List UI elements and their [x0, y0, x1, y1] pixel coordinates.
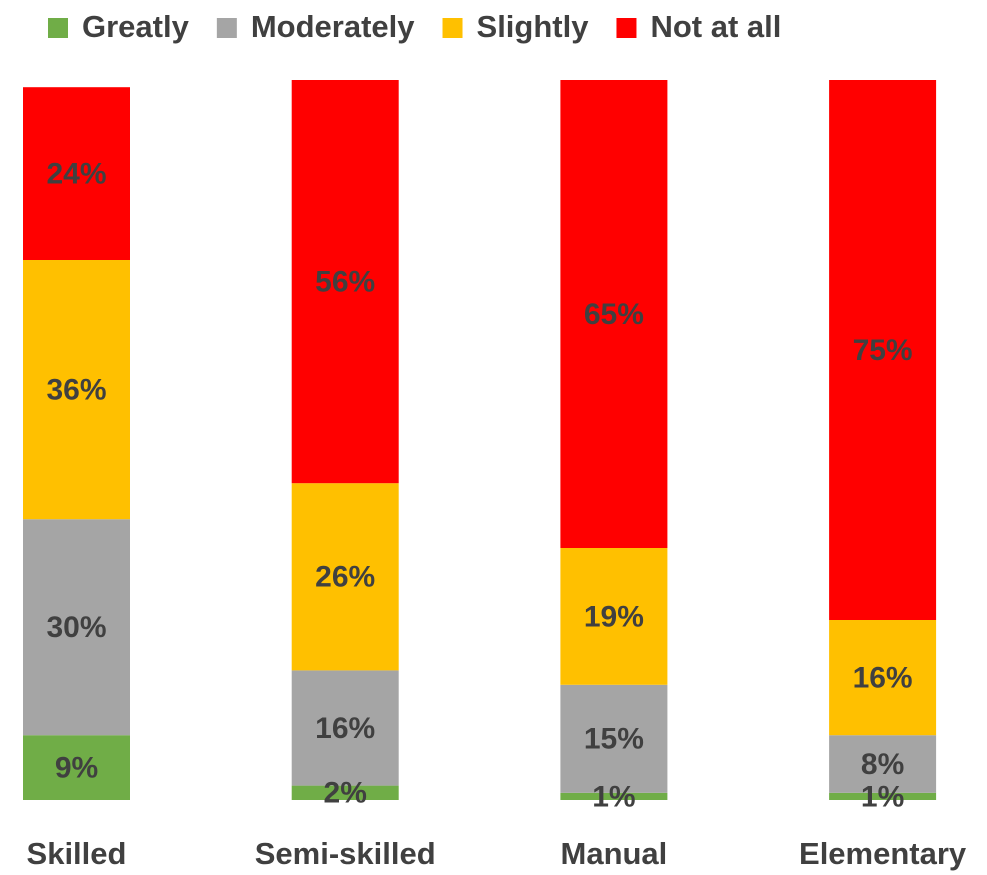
value-label: 1% — [861, 780, 904, 813]
bar-segment — [291, 483, 399, 671]
value-label: 1% — [592, 780, 635, 813]
value-label: 16% — [853, 662, 913, 695]
x-tick-label: Semi-skilled — [255, 836, 436, 871]
bar-segment — [23, 87, 130, 260]
bar-segment — [829, 792, 937, 800]
bar-segment — [23, 260, 130, 520]
value-label: 19% — [584, 600, 644, 633]
bar-segment — [829, 735, 937, 793]
bar-segment — [291, 80, 399, 484]
value-label: 24% — [46, 158, 106, 191]
bar-segment — [560, 684, 668, 793]
bar-segment — [829, 620, 937, 736]
legend-label: Moderately — [251, 9, 415, 44]
value-label: 9% — [55, 752, 98, 785]
value-label: 56% — [315, 266, 375, 299]
value-label: 30% — [46, 611, 106, 644]
value-label: 15% — [584, 723, 644, 756]
x-tick-label: Elementary — [799, 836, 967, 871]
legend-label: Slightly — [477, 9, 590, 44]
legend-swatch — [216, 18, 237, 38]
x-tick-label: Skilled — [27, 836, 127, 871]
value-label: 36% — [46, 374, 106, 407]
bar-segment — [560, 792, 668, 800]
bar-segment — [23, 735, 130, 800]
bar-segment — [291, 670, 399, 786]
value-label: 8% — [861, 748, 904, 781]
bar-segment — [829, 80, 937, 620]
x-tick-label: Manual — [561, 836, 668, 871]
bar-segment — [291, 785, 399, 800]
bar-segment — [23, 519, 130, 736]
value-label: 2% — [324, 777, 367, 810]
legend-swatch — [48, 18, 68, 38]
value-label: 16% — [315, 712, 375, 745]
value-label: 75% — [853, 334, 913, 367]
legend-label: Not at all — [650, 9, 781, 44]
legend-label: Greatly — [82, 9, 190, 44]
value-label: 26% — [315, 561, 375, 594]
value-label: 65% — [584, 298, 644, 331]
bar-segment — [560, 548, 668, 685]
legend-swatch — [616, 18, 637, 38]
legend-swatch — [442, 18, 463, 38]
bar-segment — [560, 80, 668, 548]
